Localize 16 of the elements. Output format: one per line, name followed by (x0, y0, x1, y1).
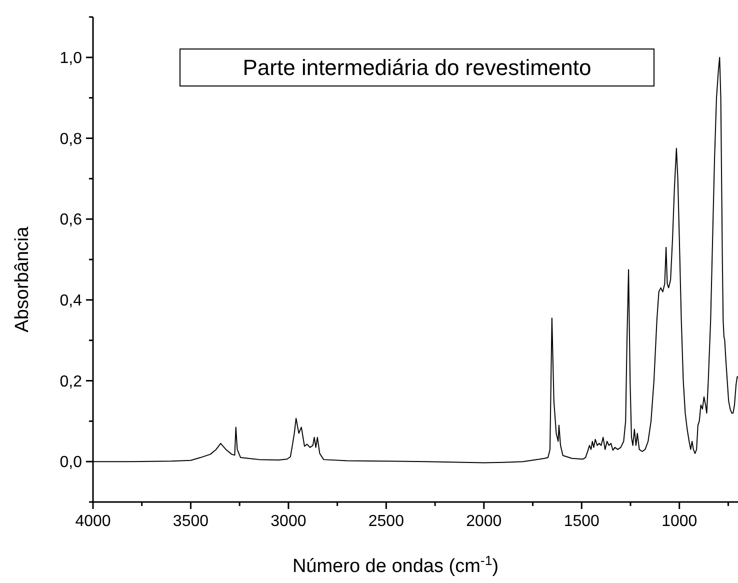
x-tick-label: 3000 (270, 513, 306, 530)
x-tick-label: 4000 (75, 513, 111, 530)
y-tick-label: 0,6 (60, 212, 82, 229)
x-axis-title: Número de ondas (cm$^{-1}$) (292, 552, 499, 577)
x-tick-label: 2500 (368, 513, 404, 530)
y-tick-label: 1,0 (60, 50, 82, 67)
y-tick-label: 0,4 (60, 292, 82, 310)
x-tick-label: 1000 (662, 513, 698, 530)
y-tick-label: 0,0 (60, 454, 82, 472)
x-tick-label: 1500 (564, 513, 600, 530)
y-tick-label: 0,2 (60, 373, 82, 390)
y-axis-title: Absorbância (12, 226, 33, 332)
y-tick-label: 0,8 (60, 130, 82, 148)
text: Parte intermediária do revestimento (242, 55, 592, 80)
x-tick-label: 3500 (172, 513, 209, 530)
x-tick-label: 2000 (466, 513, 502, 530)
